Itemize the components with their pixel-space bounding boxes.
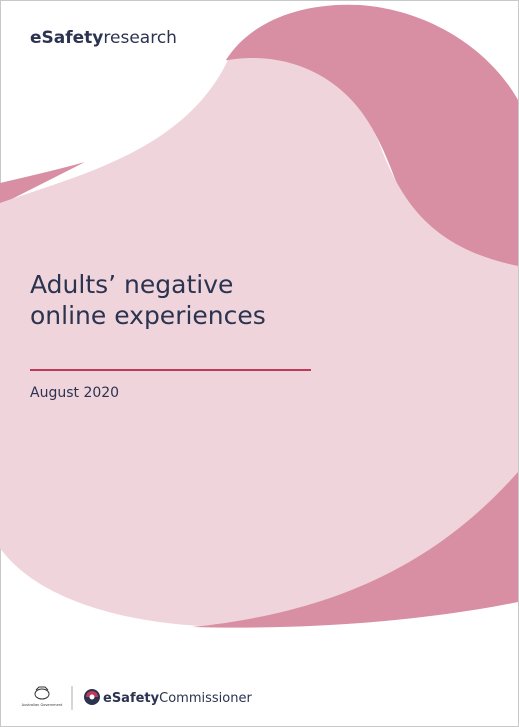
- shape-dark-left: [0, 162, 85, 205]
- logo-bold: eSafety: [103, 691, 160, 706]
- esafety-logo: eSafetyCommissioner: [103, 691, 252, 706]
- title-line: Adults’ negative: [30, 270, 233, 299]
- esafety-logo-icon: [84, 689, 100, 705]
- government-label: Australian Government: [22, 703, 63, 707]
- title-line: online experiences: [30, 301, 266, 330]
- brand: eSafetyresearch: [30, 28, 177, 48]
- logo-light: Commissioner: [159, 691, 252, 706]
- brand-light: research: [103, 28, 177, 48]
- government-crest: [34, 686, 50, 700]
- shape-light: [0, 58, 518, 627]
- brand-bold: eSafety: [30, 28, 103, 48]
- shape-dark-bottom: [192, 472, 518, 628]
- date: August 2020: [30, 385, 119, 401]
